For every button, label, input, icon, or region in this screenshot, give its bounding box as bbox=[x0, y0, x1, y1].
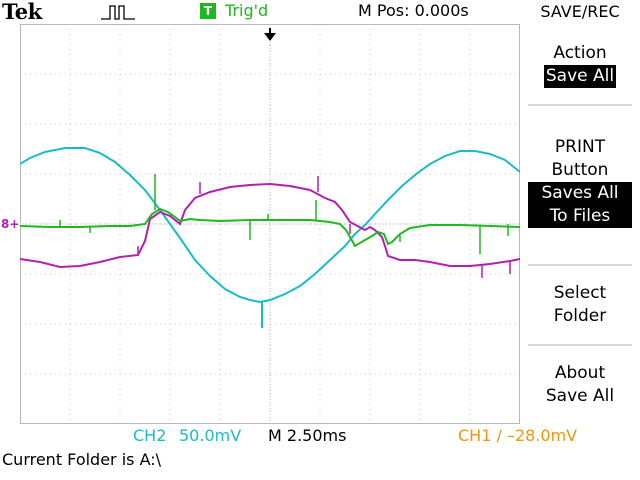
ch1-green-spikes bbox=[59, 174, 509, 254]
trigger-position-arrow bbox=[264, 33, 276, 41]
menu-title: SAVE/REC bbox=[540, 2, 620, 21]
about-label-2: Save All bbox=[545, 386, 615, 406]
ground-marker: 8+ bbox=[1, 217, 20, 231]
run-pulse-icon bbox=[101, 5, 135, 20]
bottom-status-bar: CH2 50.0mV M 2.50ms CH1 ∕ –28.0mV bbox=[0, 424, 640, 446]
horizontal-position: M Pos: 0.000s bbox=[358, 1, 469, 20]
ch1-trigger-readout: CH1 ∕ –28.0mV bbox=[458, 426, 578, 445]
timebase-readout: M 2.50ms bbox=[268, 426, 347, 445]
ch3-magenta-spikes bbox=[137, 176, 511, 278]
trigger-badge: T bbox=[200, 3, 216, 19]
brand-logo: Tek bbox=[2, 0, 42, 24]
menu-separator bbox=[528, 264, 632, 266]
side-menu: Action Save All PRINT Button Saves All T… bbox=[520, 24, 640, 424]
ch2-label: CH2 bbox=[133, 426, 167, 445]
select-folder-label-1: Select bbox=[553, 283, 607, 303]
print-value-1: Saves All bbox=[541, 183, 619, 203]
ch3-magenta-trace bbox=[20, 182, 520, 269]
about-save-all-button[interactable]: About Save All bbox=[528, 362, 632, 408]
about-label-1: About bbox=[554, 363, 606, 383]
action-button[interactable]: Action Save All bbox=[528, 42, 632, 88]
current-folder-text: Current Folder is A:\ bbox=[2, 450, 162, 469]
action-label: Action bbox=[553, 43, 607, 63]
ch2-scale: 50.0mV bbox=[179, 426, 242, 445]
ch1-green-trace bbox=[20, 207, 520, 248]
select-folder-button[interactable]: Select Folder bbox=[528, 282, 632, 328]
print-value-2: To Files bbox=[549, 206, 611, 226]
top-status-bar: Tek T Trig'd M Pos: 0.000s bbox=[0, 0, 520, 24]
print-label-2: Button bbox=[551, 160, 609, 180]
ch2-cyan-trace bbox=[20, 147, 520, 304]
trigger-status: Trig'd bbox=[225, 1, 269, 20]
select-folder-label-2: Folder bbox=[553, 306, 607, 326]
action-value: Save All bbox=[543, 65, 617, 88]
print-label-1: PRINT bbox=[554, 137, 606, 157]
waveform-display bbox=[20, 24, 520, 424]
menu-separator bbox=[528, 344, 632, 346]
print-button-option[interactable]: PRINT Button Saves All To Files bbox=[528, 136, 632, 228]
menu-separator bbox=[528, 104, 632, 106]
print-value: Saves All To Files bbox=[528, 182, 632, 228]
